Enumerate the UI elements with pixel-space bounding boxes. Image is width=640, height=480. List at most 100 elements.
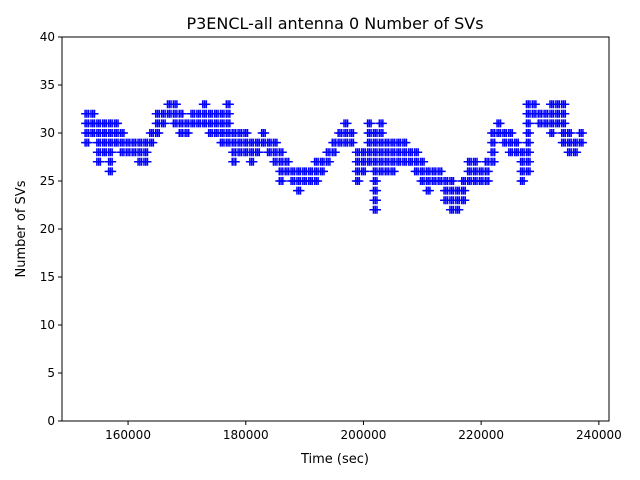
data-points — [81, 100, 587, 214]
data-point — [390, 167, 399, 176]
data-point — [225, 119, 234, 128]
data-point — [325, 157, 334, 166]
data-point — [108, 148, 117, 157]
data-point — [243, 129, 252, 137]
data-point — [255, 148, 264, 157]
data-point — [490, 157, 499, 166]
data-point — [525, 129, 534, 137]
y-tick-label: 30 — [40, 126, 55, 140]
data-point — [108, 167, 117, 176]
data-point — [361, 167, 370, 176]
data-point — [473, 157, 482, 166]
data-point — [496, 119, 505, 128]
data-point — [296, 186, 305, 195]
y-tick-label: 25 — [40, 174, 55, 188]
data-point — [561, 100, 570, 109]
y-tick-label: 40 — [40, 30, 55, 44]
data-point — [372, 196, 381, 205]
data-point — [355, 177, 364, 185]
data-point — [143, 148, 152, 157]
y-tick-label: 20 — [40, 222, 55, 236]
data-point — [525, 167, 534, 176]
data-point — [84, 138, 93, 147]
data-point — [108, 157, 117, 166]
data-point — [484, 177, 493, 185]
data-point — [114, 119, 123, 128]
data-point — [172, 100, 181, 109]
data-point — [461, 196, 470, 205]
y-axis-label: Number of SVs — [14, 180, 29, 277]
data-point — [372, 205, 381, 214]
data-point — [525, 138, 534, 147]
data-point — [261, 129, 270, 137]
data-point — [525, 119, 534, 128]
data-point — [490, 138, 499, 147]
data-point — [561, 109, 570, 118]
y-axis: 0 5 10 15 20 25 30 35 40 — [40, 30, 62, 428]
data-point — [367, 119, 376, 128]
data-point — [161, 119, 170, 128]
data-point — [525, 157, 534, 166]
data-point — [525, 148, 534, 157]
data-point — [96, 157, 105, 166]
x-tick-label: 160000 — [105, 428, 151, 442]
data-point — [449, 177, 458, 185]
data-point — [278, 148, 287, 157]
data-point — [578, 129, 587, 137]
y-tick-label: 35 — [40, 78, 55, 92]
data-point — [378, 129, 387, 137]
x-tick-label: 180000 — [223, 428, 269, 442]
data-point — [508, 129, 517, 137]
data-point — [455, 205, 464, 214]
data-point — [573, 148, 582, 157]
data-point — [484, 167, 493, 176]
data-point — [184, 129, 193, 137]
x-tick-label: 200000 — [341, 428, 387, 442]
data-point — [155, 129, 164, 137]
y-tick-label: 5 — [47, 366, 55, 380]
x-tick-label: 240000 — [576, 428, 622, 442]
x-axis: 160000 180000 200000 220000 240000 — [105, 421, 622, 442]
data-point — [349, 129, 358, 137]
data-point — [284, 157, 293, 166]
data-point — [249, 157, 258, 166]
data-point — [143, 157, 152, 166]
data-point — [320, 167, 329, 176]
data-point — [272, 138, 281, 147]
x-axis-label: Time (sec) — [300, 452, 369, 467]
y-tick-label: 0 — [47, 414, 55, 428]
data-point — [314, 177, 323, 185]
data-point — [567, 129, 576, 137]
data-point — [514, 138, 523, 147]
data-point — [231, 157, 240, 166]
data-point — [549, 129, 558, 137]
data-point — [378, 119, 387, 128]
data-point — [343, 119, 352, 128]
data-point — [331, 148, 340, 157]
data-point — [349, 138, 358, 147]
chart-title: P3ENCL-all antenna 0 Number of SVs — [186, 14, 483, 33]
y-tick-label: 15 — [40, 270, 55, 284]
data-point — [278, 177, 287, 185]
data-point — [225, 109, 234, 118]
data-point — [461, 186, 470, 195]
data-point — [225, 100, 234, 109]
data-point — [414, 148, 423, 157]
data-point — [520, 177, 529, 185]
data-point — [437, 167, 446, 176]
data-point — [372, 177, 381, 185]
data-point — [490, 148, 499, 157]
data-point — [420, 157, 429, 166]
x-tick-label: 220000 — [458, 428, 504, 442]
data-point — [578, 138, 587, 147]
data-point — [90, 109, 99, 118]
data-point — [402, 138, 411, 147]
data-point — [531, 100, 540, 109]
data-point — [202, 100, 211, 109]
data-point — [561, 119, 570, 128]
data-point — [149, 138, 158, 147]
y-tick-label: 10 — [40, 318, 55, 332]
data-point — [119, 129, 128, 137]
